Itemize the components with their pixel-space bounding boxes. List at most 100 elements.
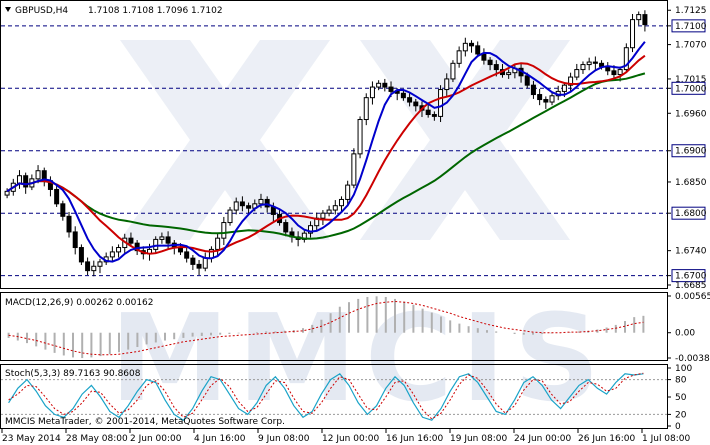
candle-body [153, 238, 159, 250]
candle-body [109, 251, 115, 258]
candle [66, 211, 72, 238]
stoch-tick-label: 100 [675, 364, 692, 374]
candle [116, 244, 122, 258]
candle-body [190, 257, 196, 265]
candle [506, 69, 512, 79]
candle-body [586, 61, 592, 66]
candle-body [493, 64, 499, 71]
stoch-tick-label: 20 [675, 410, 687, 420]
ohlc-values: 1.7108 1.7108 1.7096 1.7102 [88, 6, 223, 16]
candle-body [630, 19, 636, 49]
candle [636, 11, 642, 26]
candle [85, 257, 91, 276]
time-tick-label: 16 Jun 16:00 [386, 434, 443, 444]
stoch-plot [1, 372, 667, 421]
candle-body [326, 209, 332, 214]
candle-body [425, 109, 431, 116]
candle [568, 72, 574, 93]
price-tick-label: 1.7100 [675, 22, 707, 32]
price-plot [1, 10, 667, 277]
candle-body [4, 190, 10, 196]
watermark-emblem [120, 40, 570, 240]
candle-body [332, 205, 338, 211]
candle-body [369, 86, 375, 99]
candle [580, 61, 586, 74]
candle-body [338, 198, 344, 207]
candle-body [227, 209, 233, 224]
time-tick-label: 23 May 2014 [2, 434, 61, 444]
candle-body [462, 42, 468, 52]
candle-body [239, 201, 245, 207]
price-tick-label: 1.6800 [675, 209, 707, 219]
candle-body [54, 188, 60, 205]
candle [413, 98, 419, 112]
candle [351, 148, 357, 189]
candle [233, 197, 239, 215]
macd-panel-frame [0, 292, 668, 361]
candle-body [524, 75, 530, 86]
candle [283, 219, 289, 237]
time-tick-label: 9 Jun 08:00 [258, 434, 310, 444]
time-tick-label: 19 Jun 08:00 [450, 434, 507, 444]
candle-body [357, 119, 363, 155]
macd-signal-line [8, 300, 644, 356]
macd-tick-label: 0.00565 [675, 292, 710, 302]
candle [425, 104, 431, 118]
candle [456, 46, 462, 68]
candle-body [283, 222, 289, 233]
stoch-tick-label: 0 [675, 422, 681, 432]
candle [109, 246, 115, 262]
candle-body [320, 212, 326, 219]
candle [227, 206, 233, 226]
stoch-main-line [8, 373, 644, 421]
watermark: MMCIS [110, 40, 600, 429]
candle [623, 43, 629, 73]
candle [332, 200, 338, 215]
candle-body [481, 53, 487, 61]
candle [128, 232, 134, 247]
candle [326, 205, 332, 217]
candle [308, 221, 314, 238]
stoch-tick-label: 80 [675, 376, 687, 386]
level-tag [671, 19, 706, 33]
stoch-axis: 100 80 50 20 0 [667, 364, 692, 432]
candle-body [636, 14, 642, 21]
candle [54, 183, 60, 207]
candle-body [568, 76, 574, 86]
candle [153, 236, 159, 253]
candle [407, 92, 413, 107]
candle-body [537, 94, 543, 101]
candle-body [543, 99, 549, 103]
candle-body [165, 236, 171, 244]
stoch-title: Stoch(5,3,3) 89.7163 90.8608 [5, 369, 141, 379]
candle-body [561, 84, 567, 92]
candle-body [16, 175, 22, 184]
candle-body [246, 205, 252, 209]
candle [475, 41, 481, 58]
candle-body [475, 45, 481, 55]
candle [338, 196, 344, 212]
level-tag [671, 206, 706, 220]
time-tick-label: 2 Jun 00:00 [130, 434, 182, 444]
candle [357, 116, 363, 159]
candle [586, 57, 592, 71]
candle-body [382, 82, 388, 88]
candle [450, 60, 456, 83]
candle [91, 260, 97, 277]
time-tick-label: 4 Jun 16:00 [194, 434, 246, 444]
candle [60, 200, 66, 221]
candle-body [202, 257, 208, 269]
macd-axis: 0.00565 0.00 -0.00389 [667, 292, 710, 364]
price-tick-label: 1.6960 [675, 109, 707, 119]
candle-body [215, 237, 221, 250]
candle-body [85, 261, 91, 272]
time-tick-label: 26 Jun 16:00 [578, 434, 635, 444]
level-tag [671, 81, 706, 95]
symbol-header: GBPUSD,H4 1.7108 1.7108 1.7096 1.7102 [5, 6, 223, 16]
ma-fast-line [6, 41, 646, 263]
candle [78, 244, 84, 266]
candle-body [444, 78, 450, 91]
candle [574, 63, 580, 81]
candle-body [438, 89, 444, 117]
